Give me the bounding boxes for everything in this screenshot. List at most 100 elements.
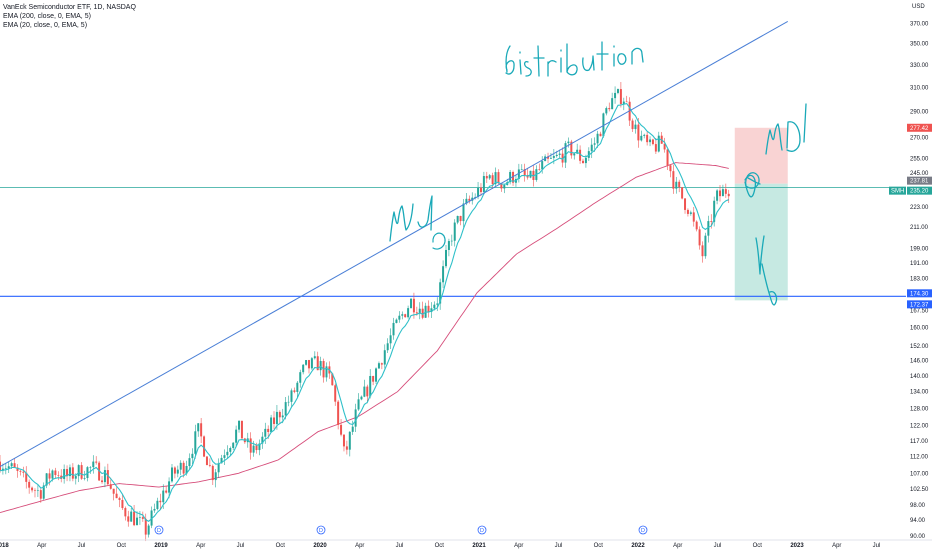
candle-body [678, 181, 681, 188]
candle-body [549, 157, 552, 159]
legend-title: VanEck Semiconductor ETF, 1D, NASDAQ [3, 4, 136, 11]
annotation-left-stroke [389, 195, 433, 242]
candle-body [637, 124, 640, 141]
candle-body [255, 445, 258, 451]
candle-body [663, 143, 666, 150]
y-tick-label: 146.00 [910, 359, 929, 365]
y-tick-label: 140.00 [910, 374, 929, 380]
candle-body [453, 222, 456, 241]
candle-body [465, 198, 468, 204]
candle-body [168, 481, 171, 493]
trend-line [0, 20, 788, 467]
candle-body [558, 153, 561, 155]
candle-body [442, 266, 445, 283]
candle-body [590, 144, 593, 152]
x-tick-label: Oct [753, 543, 763, 549]
candle-body [68, 467, 71, 477]
trendline-layer [0, 20, 788, 467]
candle-body [436, 303, 439, 305]
candle-body [307, 360, 310, 369]
candle-body [538, 169, 541, 170]
candle-body [698, 229, 701, 246]
candle-body [45, 473, 48, 486]
candle-body [217, 463, 220, 473]
candle-body [596, 133, 599, 144]
candle-body [657, 135, 660, 152]
dividend-marker [316, 525, 326, 535]
symbol-tag-label: SMH [891, 189, 904, 195]
candle-body [22, 471, 25, 473]
candle-body [4, 468, 7, 469]
x-tick-label: Apr [514, 543, 523, 549]
candle-body [39, 490, 42, 499]
candle-body [284, 402, 287, 416]
candle-body [634, 124, 637, 130]
candle-body [19, 470, 22, 472]
x-tick-label: Jul [714, 543, 722, 549]
candle-body [468, 198, 471, 201]
candle-body [153, 508, 156, 511]
candle-body [191, 453, 194, 459]
candle-body [173, 467, 176, 474]
dividend-marker-label: D [319, 528, 323, 534]
candle-body [42, 485, 45, 499]
candle-body [357, 399, 360, 410]
candle-body [337, 401, 340, 425]
candle-body [342, 434, 345, 447]
x-tick-label: Jul [237, 543, 245, 549]
candle-body [156, 500, 159, 509]
candle-body [101, 480, 104, 483]
candle-body [124, 508, 127, 517]
price-axis[interactable]: USD 370.00 350.00 330.00 310.00 290.00 270.00 2… [910, 4, 929, 540]
y-tick-label: 310.00 [910, 86, 929, 92]
x-tick-label: Jul [555, 543, 563, 549]
candle-body [401, 314, 404, 316]
candle-body [584, 157, 587, 164]
dividend-marker-label: D [641, 528, 645, 534]
candle-body [214, 472, 217, 481]
candle-body [646, 134, 649, 143]
candle-body [185, 466, 188, 474]
price-tag-stop [907, 123, 932, 132]
stop-loss-zone [734, 127, 788, 184]
candle-body [605, 108, 608, 114]
candle-body [121, 499, 124, 509]
candle-body [179, 462, 182, 470]
candle-body [555, 154, 558, 157]
candle-body [287, 401, 290, 403]
candle-body [176, 469, 179, 474]
y-tick-label: 128.00 [910, 406, 929, 412]
candle-body [252, 445, 255, 453]
candle-body [383, 350, 386, 365]
y-tick-label: 134.00 [910, 390, 929, 396]
candle-body [517, 169, 520, 179]
candle-body [80, 465, 83, 479]
candle-body [112, 488, 115, 494]
y-tick-label: 199.00 [910, 246, 929, 252]
candle-body [109, 484, 112, 489]
candle-body [582, 160, 584, 164]
y-tick-label: 102.50 [910, 487, 929, 493]
candle-body [302, 364, 305, 373]
time-axis[interactable]: 2018 Apr Jul Oct 2019 Apr Jul Oct 2020 Apr Jul Oct 2… [0, 539, 932, 549]
candle-body [450, 240, 453, 242]
candle-body [223, 455, 226, 458]
candle-body [118, 498, 121, 500]
candle-body [305, 360, 308, 365]
candle-body [170, 467, 173, 482]
candle-body [386, 343, 389, 351]
candle-body [319, 361, 322, 371]
symbol-tag [889, 186, 906, 195]
candle-body [372, 375, 375, 382]
candle-body [631, 120, 634, 130]
candle-body [348, 431, 351, 450]
candle-body [456, 215, 459, 223]
candle-body [106, 470, 109, 485]
candle-body [427, 305, 430, 313]
x-tick-label: Apr [355, 543, 364, 549]
candle-body [261, 436, 264, 444]
candle-body [622, 101, 625, 105]
candle-body [433, 304, 436, 309]
